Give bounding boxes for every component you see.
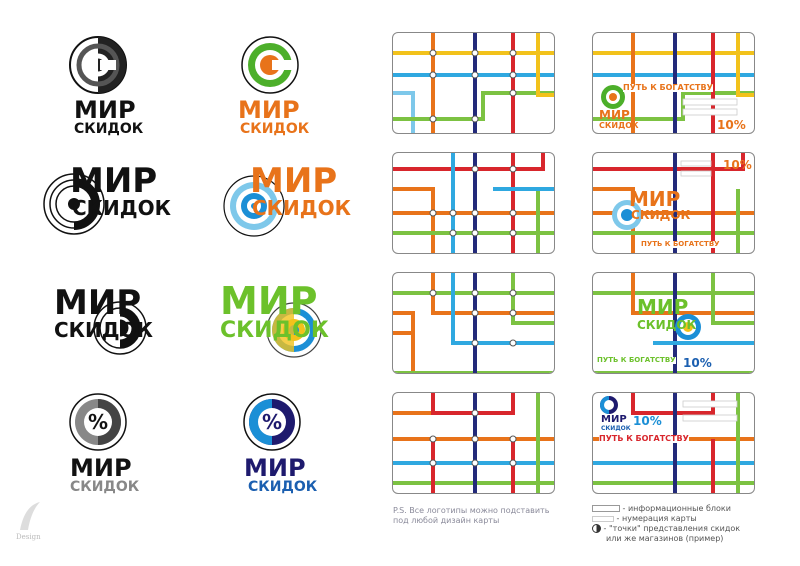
card-logo-word1: МИР [629,187,681,211]
logo-word2: СКИДОК [54,318,153,342]
card-design-1 [392,32,555,134]
metro-lines-graphic [393,273,554,373]
card-discount: 10% [717,118,746,132]
card-tagline: ПУТЬ К БОГАТСТВУ [599,434,689,443]
card-logo-word1: МИР [637,295,689,319]
logo-5: МИР СКИДОК [50,272,200,382]
logo-word1: МИР [70,454,132,482]
logo-8: % МИР СКИДОК [240,392,390,502]
card-design-4 [392,392,555,494]
watermark-text: Design [16,533,41,541]
note-line-1: P.S. Все логотипы можно подставить [393,506,550,515]
target-icon [43,173,105,235]
card-design-3 [392,272,555,374]
card-design-2 [392,152,555,254]
legend-points-label: - "точки" представления скидок [603,524,741,533]
target-icon [93,301,147,355]
logo-2: МИР СКИДОК [234,30,384,140]
card-number-swatch [592,515,614,522]
c-target-icon [241,36,299,94]
logo-1: МИР СКИДОК [58,30,208,140]
logo-7: % МИР СКИДОК [60,392,210,502]
card-logo-word1: МИР [599,108,630,122]
logo-6: МИР СКИДОК [218,272,368,382]
legend-points-2: или же магазинов (пример) [606,534,724,543]
watermark: Design [14,500,44,544]
legend-info-blocks: - информационные блоки [592,504,731,514]
target-icon [266,302,322,358]
info-block-swatch [592,505,620,512]
logo-word2: СКИДОК [70,479,140,495]
legend-card-number: - нумерация карты [592,514,697,524]
card-logo-word2: СКИДОК [637,318,697,332]
logo-word2: СКИДОК [220,318,329,343]
logo-word1: МИР [244,454,306,482]
card-tagline: ПУТЬ К БОГАТСТВУ [641,240,720,248]
half-circle-icon [592,524,601,533]
logo-word1: МИР [74,96,136,124]
metro-lines-graphic [593,393,754,493]
svg-text:%: % [262,410,282,434]
card-tagline: ПУТЬ К БОГАТСТВУ [623,83,713,92]
legend-points: - "точки" представления скидок [592,524,740,534]
card-design-1-branded: ПУТЬ К БОГАТСТВУ МИР СКИДОК 10% [592,32,755,134]
card-logo-word2: СКИДОК [631,208,691,222]
legend: - информационные блоки - нумерация карты… [592,504,792,548]
note-line-2: под любой дизайн карты [393,516,500,525]
card-discount: 10% [683,356,712,370]
card-discount: 10% [633,414,662,428]
card-discount: 10% [723,158,752,172]
card-logo-word2: СКИДОК [599,121,639,130]
logo-word1: МИР [250,161,338,201]
logo-word2: СКИДОК [74,121,144,137]
svg-text:%: % [88,410,108,434]
percent-icon: % [243,393,301,451]
metro-lines-graphic [393,153,554,253]
card-tagline: ПУТЬ К БОГАТСТВУ [597,356,676,364]
card-logo-word1: МИР [601,414,627,425]
logo-word1: МИР [238,96,300,124]
logo-word2: СКИДОК [72,196,171,220]
logo-3: МИР СКИДОК [30,152,180,262]
card-logo-word2: СКИДОК [601,425,631,432]
metro-lines-graphic [393,33,554,133]
card-design-4-branded: МИР СКИДОК 10% ПУТЬ К БОГАТСТВУ [592,392,755,494]
logo-4: МИР СКИДОК [210,152,360,262]
metro-lines-graphic [593,273,754,373]
logo-word2: СКИДОК [252,196,351,220]
card-design-2-branded: МИР СКИДОК 10% ПУТЬ К БОГАТСТВУ [592,152,755,254]
metro-lines-graphic [393,393,554,493]
logo-word2: СКИДОК [248,479,318,495]
percent-icon: % [69,393,127,451]
metro-lines-graphic [593,153,754,253]
logo-word1: МИР [220,279,318,323]
card-design-3-branded: МИР СКИДОК ПУТЬ К БОГАТСТВУ 10% [592,272,755,374]
designer-logo-icon [20,502,40,530]
target-icon [223,175,285,237]
logo-word1: МИР [54,283,142,323]
legend-card-number-label: - нумерация карты [616,514,697,523]
design-note: P.S. Все логотипы можно подставить под л… [393,506,549,526]
logo-word2: СКИДОК [240,121,310,137]
c-target-icon [69,36,127,94]
legend-info-blocks-label: - информационные блоки [622,504,731,513]
logo-word1: МИР [70,161,158,201]
